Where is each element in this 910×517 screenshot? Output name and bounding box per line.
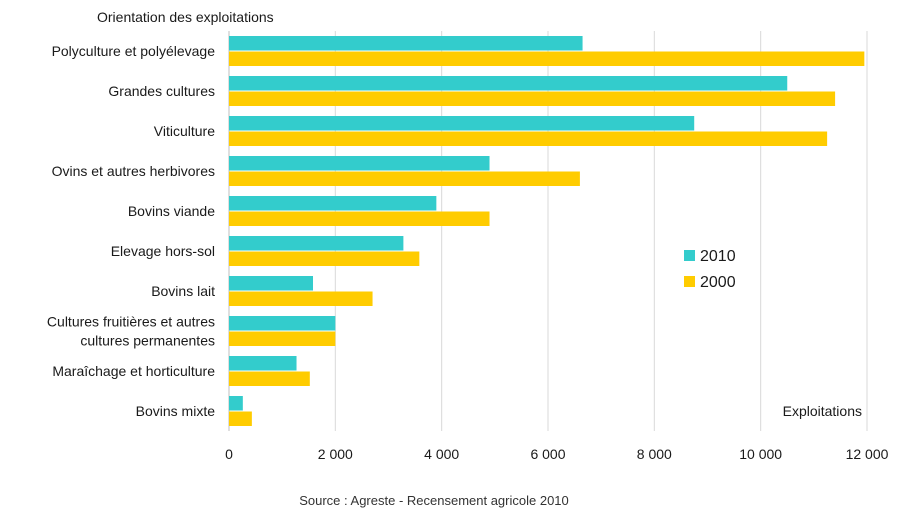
category-label: Maraîchage et horticulture: [52, 363, 215, 379]
bar-2000: [229, 371, 310, 386]
y-axis-title: Orientation des exploitations: [97, 9, 274, 25]
x-tick-label: 6 000: [530, 446, 565, 462]
bar-2000: [229, 331, 336, 346]
bar-2000: [229, 171, 580, 186]
category-label: Viticulture: [154, 123, 215, 139]
legend-swatch-2010: [684, 250, 695, 261]
bar-2000: [229, 131, 828, 146]
category-label: Ovins et autres herbivores: [52, 163, 215, 179]
x-tick-label: 10 000: [739, 446, 782, 462]
source-note: Source : Agreste - Recensement agricole …: [299, 493, 569, 508]
bar-2000: [229, 51, 865, 66]
bar-2000: [229, 251, 420, 266]
bar-2010: [229, 116, 695, 131]
x-tick-label: 12 000: [846, 446, 889, 462]
bar-2010: [229, 36, 583, 51]
bar-2010: [229, 396, 243, 411]
legend-swatch-2000: [684, 276, 695, 287]
x-tick-label: 2 000: [318, 446, 353, 462]
bar-2000: [229, 211, 490, 226]
bar-2000: [229, 411, 252, 426]
grid-layer: [228, 31, 868, 431]
category-label: Bovins lait: [151, 283, 215, 299]
bar-2000: [229, 91, 836, 106]
category-label: Grandes cultures: [108, 83, 215, 99]
bar-2010: [229, 276, 314, 291]
x-tick-label: 4 000: [424, 446, 459, 462]
legend-label-2010: 2010: [700, 248, 736, 265]
bars-layer: [229, 36, 865, 426]
bar-2000: [229, 291, 373, 306]
category-label: Cultures fruitières et autres: [47, 314, 215, 330]
bar-2010: [229, 76, 788, 91]
category-label: Bovins mixte: [136, 403, 216, 419]
bar-2010: [229, 236, 404, 251]
bar-2010: [229, 196, 437, 211]
legend: 2010 2000: [684, 248, 736, 291]
category-label: Elevage hors-sol: [111, 243, 215, 259]
category-label: cultures permanentes: [80, 333, 215, 349]
labels-layer: 0 2 000 4 000 6 000 8 000 10 000 12 000 Polycul…: [47, 43, 889, 462]
bar-2010: [229, 316, 336, 331]
category-label: Bovins viande: [128, 203, 215, 219]
x-tick-label: 0: [225, 446, 233, 462]
bar-2010: [229, 156, 490, 171]
x-tick-label: 8 000: [637, 446, 672, 462]
legend-label-2000: 2000: [700, 274, 736, 291]
category-label: Polyculture et polyélevage: [52, 43, 216, 59]
bar-2010: [229, 356, 297, 371]
x-axis-unit-label: Exploitations: [783, 403, 862, 419]
